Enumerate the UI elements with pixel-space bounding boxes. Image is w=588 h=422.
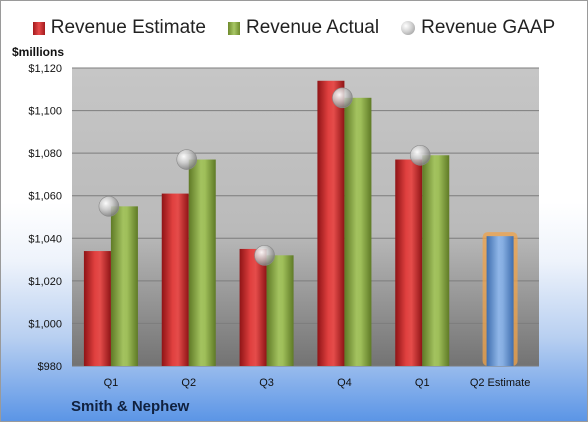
legend-item-revenue-gaap: Revenue GAAP (401, 17, 555, 39)
bar-revenue-actual (344, 97, 372, 367)
marker-revenue-gaap (98, 196, 120, 217)
y-tick-label: $1,000 (28, 318, 62, 330)
bar-revenue-actual (188, 159, 216, 366)
y-tick-label: $980 (38, 361, 62, 373)
bar-revenue-estimate (161, 193, 189, 366)
marker-revenue-gaap (254, 245, 275, 266)
legend-swatch-estimate (32, 21, 45, 35)
x-tick-label: Q3 (259, 377, 274, 389)
legend-marker-gaap (401, 21, 416, 35)
bar-revenue-estimate (395, 159, 423, 366)
legend-label-estimate: Revenue Estimate (50, 17, 206, 38)
bar-revenue-actual (422, 155, 450, 366)
gaap-markers (98, 87, 431, 266)
y-axis-tick-labels: $980 $1,000 $1,020 $1,040 $1,060 $1,080 $1,100… (28, 63, 62, 373)
legend-item-revenue-actual: Revenue Actual (228, 17, 379, 39)
chart-legend: Revenue Estimate Revenue Actual Revenue … (0, 16, 588, 40)
legend-swatch-actual (228, 21, 240, 35)
y-axis-units-label: $millions (12, 45, 65, 59)
bar-revenue-estimate (317, 80, 345, 367)
bar-revenue-actual (110, 206, 138, 366)
y-tick-label: $1,120 (28, 63, 62, 75)
y-tick-label: $1,040 (28, 233, 62, 245)
y-tick-label: $1,060 (28, 191, 62, 203)
x-tick-label: Q2 (181, 377, 196, 389)
plot-background (72, 68, 539, 366)
x-tick-label: Q1 (415, 377, 430, 389)
legend-label-actual: Revenue Actual (246, 17, 380, 38)
company-name: Smith & Nephew (71, 398, 190, 415)
marker-revenue-gaap (332, 87, 353, 109)
y-tick-label: $1,020 (28, 276, 62, 288)
bar-revenue-actual (266, 255, 294, 366)
x-axis-tick-labels: Q1 Q2 Q3 Q4 Q1 Q2 Estimate (104, 377, 531, 389)
gridlines (72, 67, 539, 367)
bars (83, 80, 518, 367)
y-tick-label: $1,080 (28, 148, 62, 160)
y-tick-label: $1,100 (28, 106, 62, 118)
legend-label-gaap: Revenue GAAP (421, 17, 556, 38)
bar-revenue-forecast (486, 236, 514, 366)
marker-revenue-gaap (409, 144, 431, 166)
marker-revenue-gaap (176, 149, 198, 170)
legend-item-revenue-estimate: Revenue Estimate (32, 17, 206, 39)
bar-revenue-estimate (83, 251, 111, 366)
x-tick-label: Q1 (104, 377, 119, 389)
bar-revenue-estimate (239, 248, 267, 366)
x-tick-label: Q2 Estimate (470, 377, 531, 389)
x-tick-label: Q4 (337, 377, 352, 389)
